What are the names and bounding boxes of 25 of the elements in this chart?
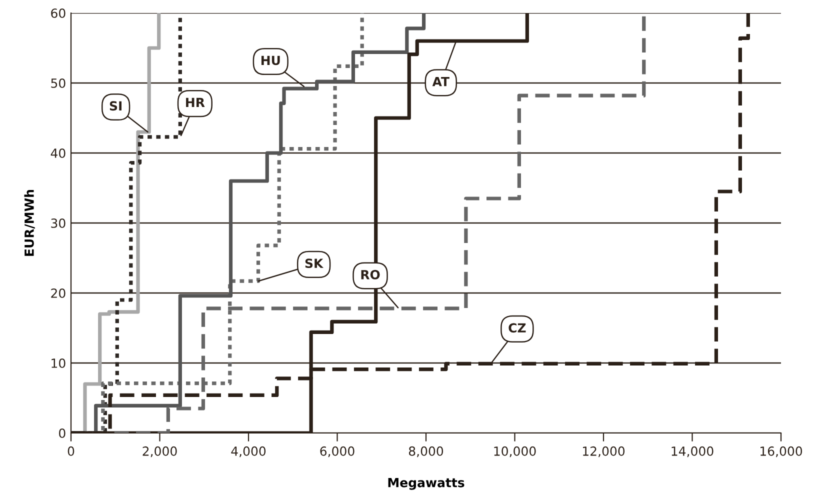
annotation: SI [110,101,122,111]
x-tick-label: 8,000 [408,446,444,458]
annotation: HU [261,56,280,66]
x-tick-label: 2,000 [142,446,177,458]
y-tick-label: 60 [51,8,66,18]
y-tick-label: 0 [59,428,66,438]
x-tick-label: 12,000 [583,446,625,458]
y-tick-label: 40 [50,148,66,158]
y-tick-label: 50 [51,78,66,88]
annotation: CZ [508,323,526,333]
x-tick-label: 6,000 [320,446,354,458]
annotation: HR [186,98,205,108]
x-tick-label: 0 [68,446,74,456]
x-tick-label: 4,000 [231,446,266,458]
annotation: SK [305,258,324,268]
x-tick-label: 14,000 [672,446,714,458]
y-tick-label: 30 [51,218,66,228]
annotation: RO [361,270,380,280]
x-axis-title: Megawatts [388,478,464,490]
y-tick-label: 20 [51,288,66,298]
y-axis-title: EUR/MWh [24,190,35,256]
x-tick-label: 16,000 [760,446,802,458]
annotation: AT [432,77,450,86]
y-tick-label: 10 [52,358,66,368]
x-tick-label: 10,000 [494,446,536,458]
